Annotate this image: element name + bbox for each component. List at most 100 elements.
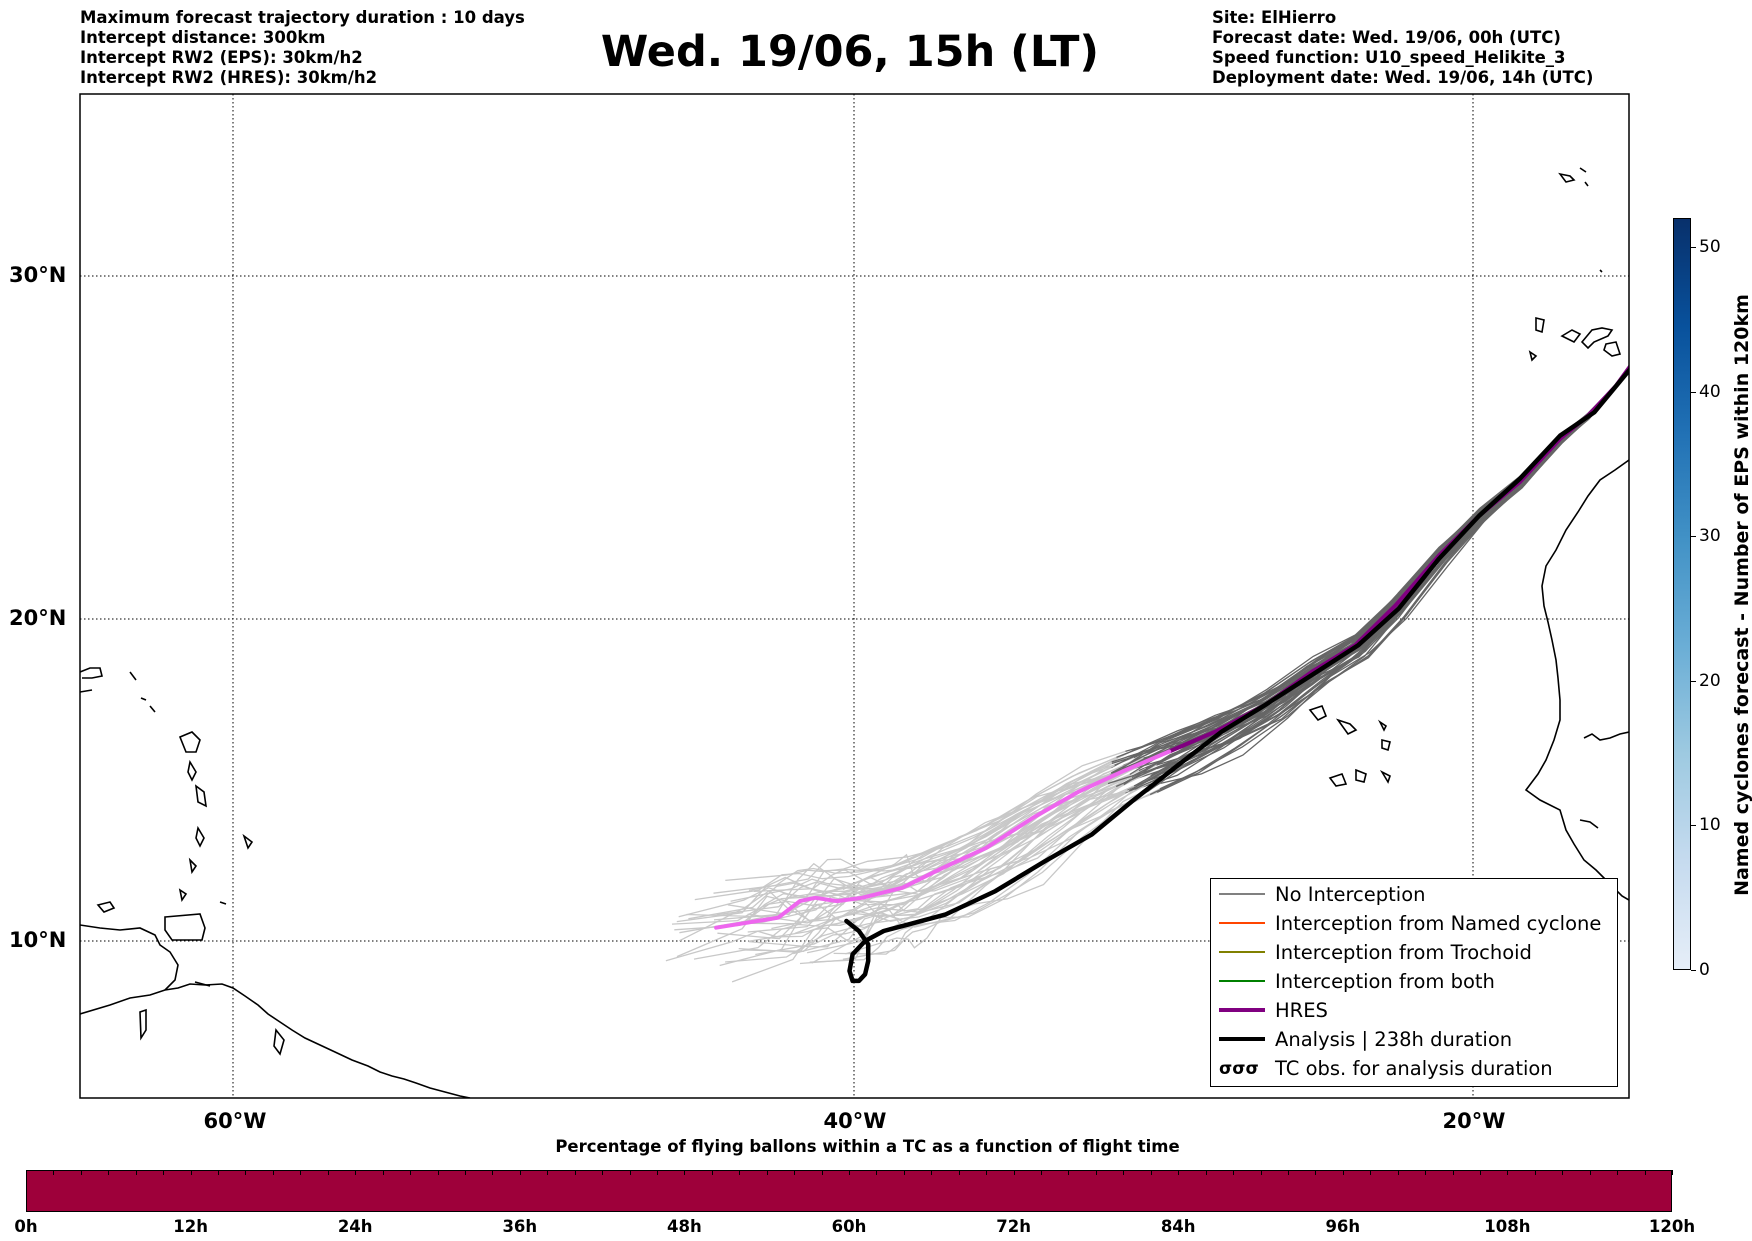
map-frame	[79, 93, 1630, 1099]
colorbar-tick-mark	[1691, 825, 1696, 827]
colorbar-tick-mark	[1691, 536, 1696, 538]
flight-bar-tick	[1479, 1170, 1481, 1175]
legend-item-both: Interception from both	[1211, 969, 1617, 995]
flight-bar-tick	[1589, 1170, 1591, 1175]
legend-label: Interception from Trochoid	[1275, 941, 1532, 964]
analysis-track	[844, 366, 1629, 984]
flight-bar-tick	[574, 1170, 576, 1175]
st-vincent	[188, 857, 198, 875]
legend-line-swatch	[1219, 951, 1265, 953]
lat-label-20n: 20°N	[9, 606, 67, 630]
flight-bar-tick	[876, 1170, 878, 1175]
cape-verde-3	[1377, 719, 1388, 732]
flight-bar-tick	[327, 1170, 329, 1175]
flight-bar-tick	[355, 1170, 357, 1175]
page-title: Wed. 19/06, 15h (LT)	[600, 27, 1100, 77]
eps-track-far	[826, 757, 1156, 897]
eps-track-far	[747, 775, 1133, 933]
legend-item-analysis: Analysis | 238h duration	[1211, 1027, 1617, 1053]
flight-bar-tick	[163, 1170, 165, 1175]
flight-bar-tick	[1233, 1170, 1235, 1175]
flight-bar-tick	[1562, 1170, 1564, 1175]
cape-verde-1	[1308, 705, 1328, 722]
legend-line-swatch	[1219, 1037, 1265, 1041]
flight-bar-tick	[1370, 1170, 1372, 1175]
flight-bar-tick	[272, 1170, 274, 1175]
canary-2	[1560, 329, 1582, 344]
flight-bar-tick	[1452, 1170, 1454, 1175]
legend-item-named-cyclone: Interception from Named cyclone	[1211, 911, 1617, 937]
martinique	[194, 784, 208, 808]
flight-bar-label: 0h	[14, 1217, 38, 1236]
flight-bar-tick	[300, 1170, 302, 1175]
lon-label-40w: 40°W	[823, 1109, 887, 1133]
flight-bar-caption: Percentage of flying ballons within a TC…	[555, 1137, 1180, 1156]
flight-bar-tick	[1013, 1170, 1015, 1175]
cape-verde-4	[1381, 738, 1391, 752]
eps-colorbar	[1673, 218, 1691, 970]
flight-bar-tick	[437, 1170, 439, 1175]
legend-label: TC obs. for analysis duration	[1275, 1057, 1553, 1080]
legend-line-swatch	[1219, 922, 1265, 924]
header-left-info: Maximum forecast trajectory duration : 1…	[80, 8, 525, 88]
flight-bar-label: 12h	[173, 1217, 208, 1236]
canary-1	[1535, 316, 1545, 334]
flight-bar-label: 24h	[337, 1217, 373, 1236]
flight-bar-tick	[1205, 1170, 1207, 1175]
flight-bar-tick	[80, 1170, 82, 1175]
flight-bar-tick	[903, 1170, 905, 1175]
lon-label-20w: 20°W	[1442, 1109, 1506, 1133]
eps-track-far	[665, 783, 1109, 962]
hres-track-late	[714, 749, 1172, 930]
venezuela-north-coast	[80, 924, 179, 991]
flight-bar-tick	[766, 1170, 768, 1175]
header-right-info: Site: ElHierro Forecast date: Wed. 19/06…	[1212, 8, 1593, 88]
lat-label-10n: 10°N	[9, 928, 67, 952]
site-text: Site: ElHierro	[1212, 8, 1337, 27]
flight-bar-tick	[1425, 1170, 1427, 1175]
eps-track-near	[1149, 367, 1629, 796]
forecast-date-text: Forecast date: Wed. 19/06, 00h (UTC)	[1212, 28, 1561, 47]
flight-bar-tick	[1041, 1170, 1043, 1175]
flight-bar-tick	[821, 1170, 823, 1175]
flight-bar-tick	[26, 1170, 27, 1175]
eps-track-far	[679, 772, 1113, 934]
flight-bar-tick	[410, 1170, 412, 1175]
small-island-3	[273, 1028, 285, 1056]
cape-verde-2	[1335, 718, 1358, 736]
flight-bar-tick	[739, 1170, 741, 1175]
flight-bar-tick	[519, 1170, 521, 1175]
colorbar-tick-mark	[1691, 391, 1696, 393]
flight-bar-tick	[1068, 1170, 1070, 1175]
virgin-islands	[80, 689, 93, 693]
cape-verde-6	[1355, 768, 1367, 783]
eps-track-far	[832, 768, 1157, 926]
porto-santo	[1579, 167, 1587, 173]
colorbar-tick-label: 0	[1699, 960, 1710, 980]
flight-bar-tick	[1178, 1170, 1180, 1175]
eps-track-far	[755, 785, 1135, 956]
flight-bar-tick	[711, 1170, 713, 1175]
flight-bar-tick	[190, 1170, 192, 1175]
flight-bar-tick	[492, 1170, 494, 1175]
eps-track-far	[693, 785, 1117, 960]
intercept-distance-text: Intercept distance: 300km	[80, 28, 326, 47]
colorbar-tick-label: 20	[1699, 670, 1721, 691]
flight-percentage-bar	[26, 1170, 1672, 1212]
flight-bar-tick	[1397, 1170, 1399, 1175]
colorbar-tick-label: 50	[1699, 236, 1721, 257]
cape-verde-7	[1379, 770, 1391, 784]
eps-track-far	[678, 761, 1112, 918]
antilles-b	[140, 697, 147, 701]
legend-label: Analysis | 238h duration	[1275, 1028, 1513, 1051]
colorbar-label: Named cyclones forecast - Number of EPS …	[1731, 294, 1752, 896]
grenada	[178, 888, 188, 903]
flight-bar-tick	[547, 1170, 549, 1175]
flight-bar-tick	[958, 1170, 960, 1175]
eps-track-far	[842, 742, 1161, 891]
canary-3	[1580, 327, 1614, 350]
flight-bar-tick	[931, 1170, 933, 1175]
south-america-coast	[80, 983, 471, 1098]
eps-track-far	[809, 793, 1151, 963]
